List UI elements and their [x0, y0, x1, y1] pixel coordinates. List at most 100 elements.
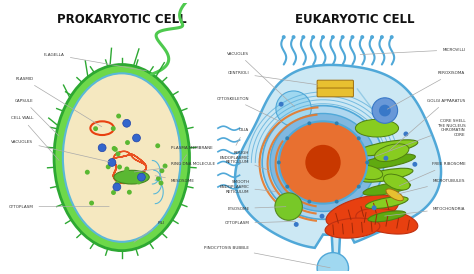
Text: FREE RIBOSOME: FREE RIBOSOME [399, 162, 465, 186]
Ellipse shape [365, 161, 369, 164]
Text: PLASMA MEMBRANE: PLASMA MEMBRANE [171, 146, 213, 165]
Ellipse shape [111, 190, 116, 195]
Text: GOLGI APPARATUS: GOLGI APPARATUS [389, 99, 465, 151]
Ellipse shape [301, 35, 305, 39]
Text: CELL WALL: CELL WALL [11, 116, 59, 160]
Ellipse shape [368, 211, 406, 222]
Ellipse shape [357, 185, 361, 189]
Ellipse shape [412, 162, 417, 167]
Ellipse shape [308, 200, 311, 204]
Polygon shape [235, 65, 441, 261]
Ellipse shape [331, 35, 335, 39]
Ellipse shape [163, 164, 167, 169]
Ellipse shape [285, 136, 289, 140]
Ellipse shape [379, 105, 391, 116]
Ellipse shape [319, 214, 325, 219]
Ellipse shape [403, 132, 409, 136]
Ellipse shape [321, 35, 325, 39]
Ellipse shape [285, 185, 289, 189]
Text: EUKARYOTIC CELL: EUKARYOTIC CELL [295, 13, 414, 25]
Ellipse shape [125, 167, 129, 172]
Ellipse shape [113, 147, 118, 152]
Ellipse shape [282, 35, 286, 39]
Text: PLASMID: PLASMID [15, 77, 102, 127]
Ellipse shape [361, 168, 413, 182]
Ellipse shape [159, 181, 164, 185]
Text: CILIA: CILIA [236, 128, 249, 145]
Text: PILI: PILI [134, 221, 165, 242]
Ellipse shape [275, 193, 302, 220]
Ellipse shape [93, 126, 98, 131]
Text: CYTOSKELETON: CYTOSKELETON [217, 97, 281, 122]
Text: VACUOLES: VACUOLES [11, 140, 109, 162]
Ellipse shape [356, 119, 399, 137]
Ellipse shape [357, 136, 361, 140]
Text: MITOCHONDRIA: MITOCHONDRIA [385, 207, 465, 216]
Polygon shape [356, 209, 418, 234]
Text: CORE SHELL
THE NUCLEUS
CHROMATIN
CORE: CORE SHELL THE NUCLEUS CHROMATIN CORE [374, 119, 465, 157]
Text: PROKARYOTIC CELL: PROKARYOTIC CELL [57, 13, 187, 25]
Ellipse shape [133, 134, 140, 142]
Ellipse shape [317, 253, 348, 274]
Ellipse shape [262, 106, 384, 219]
Ellipse shape [156, 176, 161, 181]
Ellipse shape [159, 168, 164, 173]
Ellipse shape [294, 222, 299, 227]
Ellipse shape [308, 121, 311, 125]
Ellipse shape [335, 200, 338, 204]
Ellipse shape [125, 140, 130, 145]
Ellipse shape [390, 35, 394, 39]
Ellipse shape [270, 113, 376, 212]
Ellipse shape [123, 119, 131, 127]
Ellipse shape [124, 169, 128, 174]
Ellipse shape [116, 114, 121, 118]
Text: SMOOTH
ENDOPLASMIC
RETICULUM: SMOOTH ENDOPLASMIC RETICULUM [219, 180, 276, 193]
Ellipse shape [116, 152, 120, 156]
Text: CYTOPLASM: CYTOPLASM [9, 205, 109, 209]
Text: FLAGELLA: FLAGELLA [44, 53, 146, 71]
Text: LYSOSOME: LYSOSOME [227, 207, 286, 210]
Ellipse shape [111, 126, 116, 131]
FancyBboxPatch shape [317, 80, 354, 89]
Ellipse shape [350, 35, 355, 39]
Ellipse shape [54, 64, 190, 251]
Ellipse shape [365, 197, 408, 209]
Ellipse shape [383, 174, 410, 190]
Ellipse shape [360, 35, 364, 39]
Polygon shape [326, 195, 399, 228]
Ellipse shape [155, 143, 160, 148]
Text: ROUGH
ENDOPLASMIC
RETICULUM: ROUGH ENDOPLASMIC RETICULUM [219, 151, 271, 171]
Ellipse shape [311, 35, 315, 39]
Ellipse shape [383, 156, 388, 161]
Polygon shape [325, 218, 380, 238]
Ellipse shape [335, 121, 338, 125]
Ellipse shape [114, 170, 149, 184]
Ellipse shape [305, 145, 341, 180]
Ellipse shape [112, 146, 117, 151]
Ellipse shape [370, 35, 374, 39]
Ellipse shape [277, 161, 281, 164]
Ellipse shape [137, 173, 146, 181]
Ellipse shape [89, 201, 94, 206]
Ellipse shape [341, 35, 345, 39]
Ellipse shape [386, 189, 403, 201]
Text: RING DNA MOLECULE: RING DNA MOLECULE [134, 162, 215, 172]
Ellipse shape [108, 159, 116, 166]
Ellipse shape [106, 164, 111, 169]
Ellipse shape [352, 165, 383, 179]
Ellipse shape [380, 35, 384, 39]
Text: VACUOLES: VACUOLES [228, 52, 294, 107]
Ellipse shape [356, 140, 418, 156]
Ellipse shape [115, 181, 119, 186]
Text: CENTRIOLI: CENTRIOLI [228, 71, 317, 85]
Ellipse shape [372, 98, 398, 123]
Ellipse shape [279, 102, 283, 107]
Text: PINOCYTOSIS BUBBLE: PINOCYTOSIS BUBBLE [204, 246, 330, 268]
Ellipse shape [276, 91, 311, 126]
Text: CAPSULE: CAPSULE [15, 99, 59, 136]
Ellipse shape [363, 182, 410, 195]
Text: MESOSOME: MESOSOME [155, 176, 195, 183]
Ellipse shape [63, 73, 181, 242]
Ellipse shape [71, 81, 173, 234]
Ellipse shape [279, 121, 367, 204]
